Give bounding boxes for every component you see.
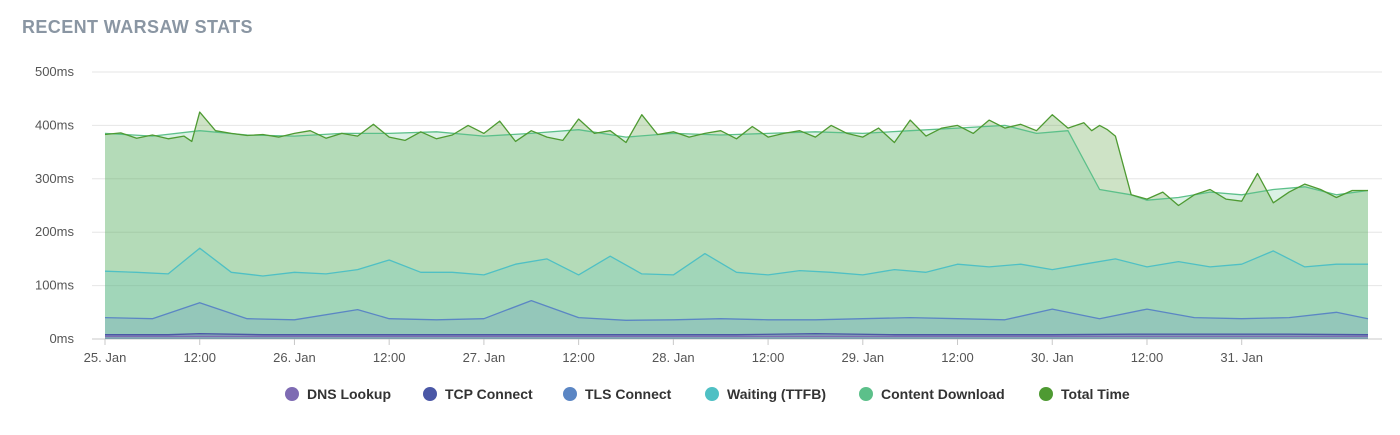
legend-item-total[interactable]: Total Time bbox=[1039, 386, 1130, 402]
x-tick-label: 25. Jan bbox=[84, 350, 127, 365]
y-tick-label: 100ms bbox=[35, 278, 75, 293]
legend-marker-icon bbox=[285, 387, 299, 401]
legend[interactable]: DNS Lookup TCP Connect TLS Connect Waiting … bbox=[285, 386, 1130, 402]
tcp-line bbox=[105, 333, 1369, 336]
x-tick-label: 12:00 bbox=[562, 350, 595, 365]
x-tick-label: 28. Jan bbox=[652, 350, 695, 365]
x-tick-label: 12:00 bbox=[183, 350, 216, 365]
legend-item-download[interactable]: Content Download bbox=[859, 386, 1005, 402]
legend-item-ttfb[interactable]: Waiting (TTFB) bbox=[705, 386, 826, 402]
x-tick-label: 12:00 bbox=[941, 350, 974, 365]
y-tick-label: 500ms bbox=[35, 64, 75, 79]
grid-layer bbox=[92, 71, 1382, 340]
legend-item-dns[interactable]: DNS Lookup bbox=[285, 386, 391, 402]
legend-marker-icon bbox=[1039, 387, 1053, 401]
x-tick-label: 31. Jan bbox=[1220, 350, 1263, 365]
total-area bbox=[105, 112, 1368, 339]
x-tick-label: 12:00 bbox=[1131, 350, 1164, 365]
legend-marker-icon bbox=[423, 387, 437, 401]
series-areas bbox=[105, 112, 1368, 340]
download-line bbox=[104, 124, 1369, 201]
x-tick-label: 27. Jan bbox=[463, 350, 506, 365]
x-tick-label: 12:00 bbox=[752, 350, 785, 365]
download-area bbox=[105, 125, 1368, 340]
x-tick-label: 30. Jan bbox=[1031, 350, 1074, 365]
dns-area bbox=[105, 336, 1368, 339]
y-tick-label: 400ms bbox=[35, 117, 75, 132]
chart-title: RECENT WARSAW STATS bbox=[22, 17, 253, 37]
y-tick-label: 300ms bbox=[35, 171, 75, 186]
legend-label: TCP Connect bbox=[445, 386, 533, 402]
legend-marker-icon bbox=[859, 387, 873, 401]
total-line bbox=[104, 111, 1368, 207]
series-lines bbox=[104, 111, 1369, 337]
legend-item-tls[interactable]: TLS Connect bbox=[563, 386, 672, 402]
legend-label: Total Time bbox=[1061, 386, 1130, 402]
tls-line bbox=[104, 299, 1369, 321]
legend-item-tcp[interactable]: TCP Connect bbox=[423, 386, 533, 402]
y-tick-label: 0ms bbox=[49, 331, 74, 346]
legend-label: Content Download bbox=[881, 386, 1005, 402]
ttfb-line bbox=[104, 247, 1368, 277]
legend-marker-icon bbox=[563, 387, 577, 401]
x-tick-label: 26. Jan bbox=[273, 350, 316, 365]
legend-label: DNS Lookup bbox=[307, 386, 391, 402]
axis-layer: 0ms 100ms 200ms 300ms 400ms 500ms 25. Jan 12:00… bbox=[35, 64, 1263, 365]
legend-label: Waiting (TTFB) bbox=[727, 386, 826, 402]
ttfb-area bbox=[105, 248, 1368, 339]
x-tick-label: 29. Jan bbox=[841, 350, 884, 365]
tls-area bbox=[105, 300, 1368, 339]
legend-label: TLS Connect bbox=[585, 386, 672, 402]
y-tick-label: 200ms bbox=[35, 224, 75, 239]
legend-marker-icon bbox=[705, 387, 719, 401]
x-tick-label: 12:00 bbox=[373, 350, 406, 365]
